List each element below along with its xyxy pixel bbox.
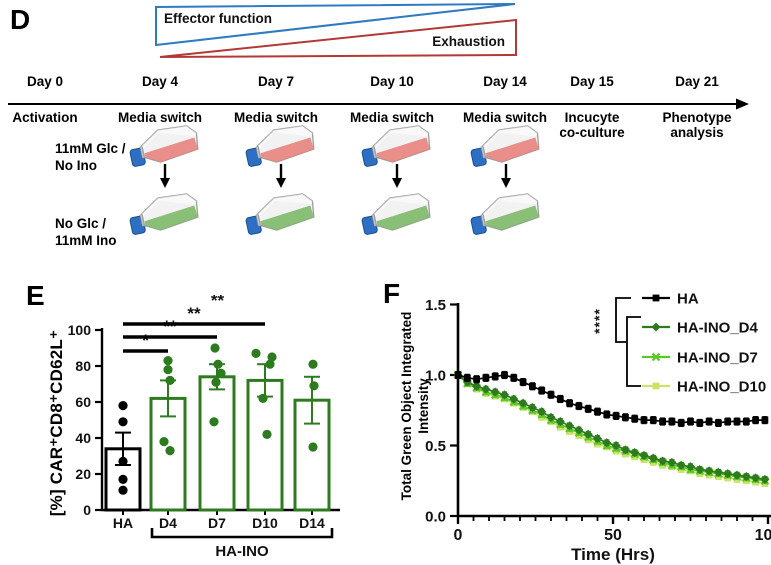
panel-f-significance-stars: **** (591, 308, 607, 334)
effector-gradient-triangle (155, 3, 516, 47)
media-condition-line: 11mM Glc / (55, 141, 126, 156)
timeline-desc-label: Incucyte (564, 110, 620, 125)
significance-D10: ** (123, 304, 265, 326)
legend-label: HA-INO_D10 (677, 379, 766, 396)
media-condition-line: No Glc / (55, 216, 107, 231)
panel-e-y-tick-label: 40 (75, 430, 91, 446)
dots-D4 (159, 356, 175, 456)
panel-f-y-tick-label: 0.5 (425, 438, 446, 455)
media-switch-arrow-icon (160, 164, 170, 188)
media-switch-arrow-icon (392, 164, 402, 188)
dots-D14 (308, 359, 319, 452)
significance-D4: * (123, 331, 168, 353)
panel-d-label: D (10, 4, 31, 35)
bar-HA (104, 431, 142, 512)
legend-label: HA-INO_D4 (677, 320, 759, 337)
panel-e-y-tick-label: 60 (75, 394, 91, 410)
timeline-desc-label: Media switch (462, 110, 548, 125)
culture-flask-icon (245, 125, 315, 167)
panel-e-x-tick-label: D7 (208, 515, 226, 531)
panel-f-significance-bracket: **** (591, 297, 641, 387)
dots-D10 (251, 348, 277, 439)
culture-flask-icon (129, 193, 199, 235)
legend-item-HA: HA (642, 291, 699, 308)
significance-stars: ** (163, 317, 177, 336)
exhaustion-gradient-label: Exhaustion (432, 34, 505, 49)
effector-gradient-label: Effector function (164, 11, 272, 26)
panel-e-x-tick-label: HA (113, 515, 133, 531)
legend-item-HA-INO_D4: HA-INO_D4 (642, 320, 759, 337)
timeline-day-label: Day 14 (483, 74, 527, 89)
panel-f-x-tick-label: 0 (454, 527, 463, 544)
timeline-day-label: Day 10 (370, 74, 414, 89)
culture-flask-icon (245, 193, 315, 235)
panel-f-axes: 0.0 0.5 1.0 1.5 0 50 100 (425, 297, 771, 544)
panel-f-x-tick-label: 50 (604, 527, 622, 544)
panel-e-y-tick-label: 0 (83, 502, 91, 518)
panel-f-y-tick-label: 0.0 (425, 509, 446, 526)
panel-f-y-tick-label: 1.0 (425, 368, 446, 385)
legend-item-HA-INO_D7: HA-INO_D7 (642, 350, 758, 367)
timeline-desc-label: Media switch (117, 110, 203, 125)
significance-stars: ** (187, 304, 201, 323)
timeline-day-label: Day 4 (141, 74, 179, 89)
culture-flask-icon (470, 193, 540, 235)
culture-flask-icon (470, 125, 540, 167)
timeline-desc-label: analysis (670, 125, 724, 140)
timeline-day-label: Day 15 (570, 74, 614, 89)
legend-label: HA-INO_D7 (677, 350, 758, 367)
panel-f-label: F (383, 278, 401, 309)
timeline-day-label: Day 7 (257, 74, 295, 89)
panel-e-x-tick-label: D4 (159, 515, 177, 531)
media-condition-line: 11mM Ino (55, 233, 117, 248)
bar-D14 (293, 375, 331, 512)
culture-flask-icon (361, 193, 431, 235)
timeline-day-label: Day 0 (26, 74, 64, 89)
panel-d-schematic: Effector function Exhaustion (8, 3, 749, 235)
panel-f-y-tick-label: 1.5 (425, 297, 446, 314)
significance-D14: ** (211, 295, 225, 310)
timeline-desc-label: Media switch (233, 110, 319, 125)
panel-e-label: E (26, 280, 45, 311)
legend-label: HA (677, 291, 699, 308)
significance-stars: ** (211, 295, 225, 310)
panel-e-y-tick-label: 100 (68, 322, 92, 338)
timeline-day-label: Day 21 (675, 74, 719, 89)
dots-HA (118, 401, 128, 495)
media-switch-arrow-icon (276, 164, 286, 188)
panel-e-x-tick-label: D14 (299, 515, 325, 531)
group-bracket: HA-INO (150, 528, 334, 560)
timeline-arrowhead-icon (736, 98, 749, 110)
culture-flask-icon (361, 125, 431, 167)
group-bracket-label: HA-INO (215, 543, 269, 560)
timeline-desc-label: Activation (12, 110, 78, 125)
flask-diagram-group (129, 125, 540, 235)
dots-D7 (209, 343, 226, 427)
bar-D7 (198, 363, 236, 512)
culture-flask-icon (129, 125, 199, 167)
exhaustion-gradient-triangle (159, 18, 517, 58)
panel-e-x-tick-label: D10 (252, 515, 278, 531)
timeline-desc-label: Media switch (349, 110, 435, 125)
significance-D7: ** (123, 317, 217, 339)
panel-e-y-tick-label: 20 (75, 466, 91, 482)
series-HA (454, 370, 769, 428)
bar-D4 (149, 379, 187, 512)
panel-f-line-chart: 0.0 0.5 1.0 1.5 0 50 100 Time (Hrs) HA HA-INO_D4 H… (425, 291, 771, 564)
significance-stars: * (142, 331, 149, 350)
panel-e-y-tick-label: 80 (75, 358, 91, 374)
timeline-desc-label: co-culture (559, 125, 625, 140)
timeline-desc-label: Phenotype (662, 110, 732, 125)
media-switch-arrow-icon (501, 164, 511, 188)
media-condition-line: No Ino (55, 158, 97, 173)
legend-item-HA-INO_D10: HA-INO_D10 (642, 379, 766, 396)
panel-f-x-tick-label: 100 (755, 527, 771, 544)
panel-f-x-axis-label: Time (Hrs) (571, 545, 655, 564)
